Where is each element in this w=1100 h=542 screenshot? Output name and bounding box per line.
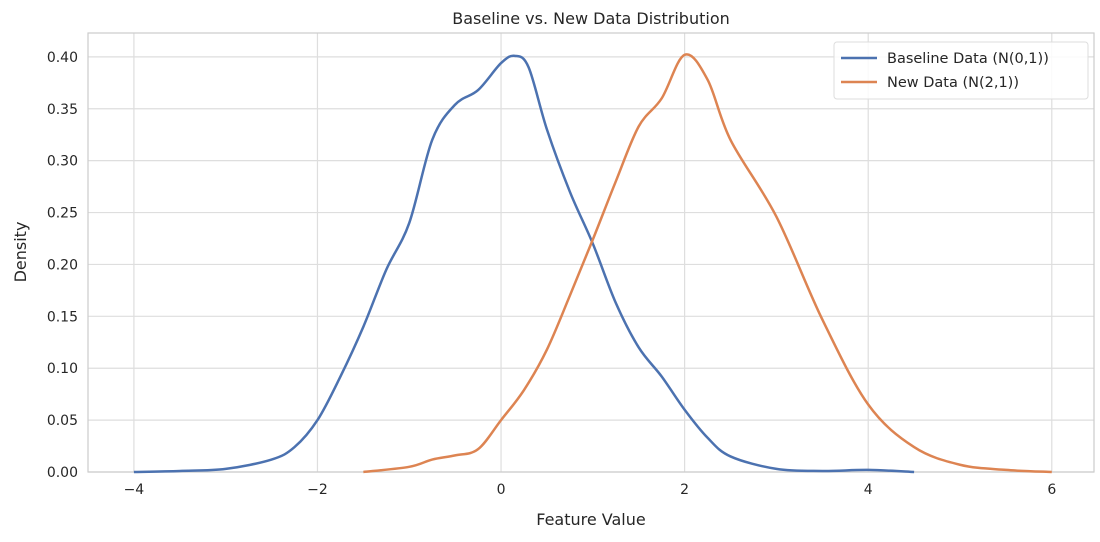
legend-box	[833, 41, 1089, 100]
legend-label-baseline: Baseline Data (N(0,1))	[887, 51, 1049, 67]
y-tick-label: 0.10	[47, 361, 78, 377]
chart-title: Baseline vs. New Data Distribution	[452, 9, 730, 28]
x-tick-label: 0	[497, 482, 506, 498]
x-axis-label: Feature Value	[536, 510, 645, 529]
series-line-baseline	[133, 54, 915, 474]
grid	[88, 33, 1094, 473]
y-tick-label: 0.30	[47, 154, 78, 170]
y-tick-label: 0.05	[47, 413, 78, 429]
x-tick-label: 6	[1047, 482, 1056, 498]
legend-label-new: New Data (N(2,1))	[887, 75, 1019, 91]
y-tick-label: 0.40	[47, 50, 78, 66]
y-axis-label: Density	[11, 222, 30, 283]
y-tick-label: 0.25	[47, 206, 78, 222]
y-tick-label: 0.35	[47, 102, 78, 118]
x-tick-label: −4	[124, 482, 145, 498]
series-lines	[133, 53, 1052, 474]
series-line-new	[363, 53, 1052, 474]
y-tick-label: 0.00	[47, 465, 78, 481]
x-tick-label: −2	[307, 482, 328, 498]
y-tick-label: 0.15	[47, 309, 78, 325]
ticks: −4 −2 0 2 4 6 0.00 0.05 0.10 0.15 0.20 0.25 0.30 0.35…	[47, 50, 1056, 498]
x-tick-label: 2	[680, 482, 689, 498]
x-tick-label: 4	[864, 482, 873, 498]
legend: Baseline Data (N(0,1)) New Data (N(2,1))	[833, 41, 1089, 100]
y-tick-label: 0.20	[47, 257, 78, 273]
plot-frame	[87, 32, 1095, 473]
